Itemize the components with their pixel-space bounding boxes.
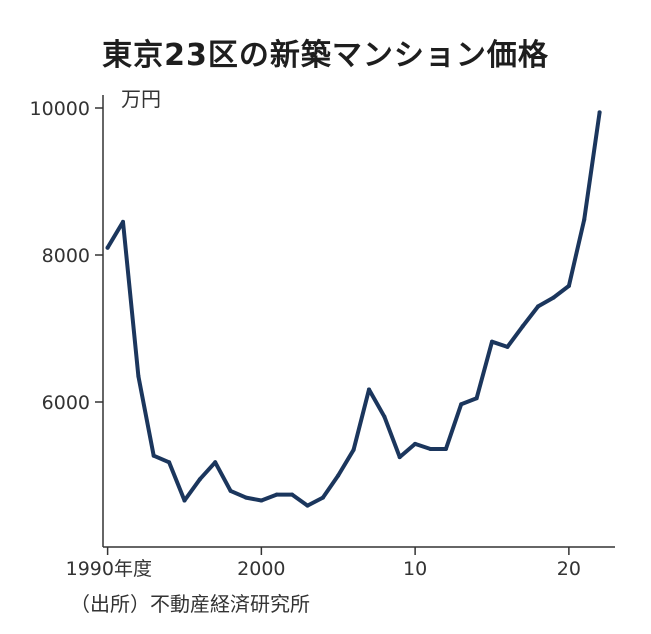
y-tick-label: 6000 [42,392,90,414]
data-point [305,503,310,508]
y-tick-label: 10000 [30,98,90,120]
data-point [121,219,125,224]
data-point [566,283,571,288]
series-line [105,110,602,508]
data-point [536,304,541,309]
data-point [490,339,494,344]
x-tick-label: 1990年度 [66,558,152,580]
data-point [582,217,587,222]
y-tick-label: 8000 [42,245,90,267]
data-point [259,498,264,503]
data-point [413,441,418,446]
data-point [105,245,110,250]
x-tick-label: 10 [403,558,427,580]
source-note: （出所）不動産経済研究所 [70,592,310,616]
data-point [197,477,202,482]
data-point [228,488,233,493]
data-point [320,495,325,500]
x-axis: 1990年度 2000 10 20 [66,546,615,580]
data-point [151,453,156,458]
y-axis-unit-label: 万円 [121,87,161,111]
data-point [290,492,295,497]
data-point [551,295,556,300]
data-point [274,492,279,497]
x-tick-label: 2000 [237,558,285,580]
x-tick-label: 20 [557,558,581,580]
data-point [397,455,402,460]
data-point [182,498,187,503]
data-point [443,447,448,451]
data-point [474,396,479,401]
data-point [459,402,464,407]
data-point [351,447,356,452]
data-point [336,473,341,478]
data-point [213,460,218,465]
data-point [428,447,433,451]
data-point [520,324,525,329]
data-point [505,344,510,349]
data-point [367,387,371,392]
y-axis: 6000 8000 10000 [30,95,104,547]
data-point [382,414,387,419]
data-point [244,495,248,500]
data-point [136,374,141,379]
data-point [167,460,172,465]
chart-title: 東京23区の新築マンション価格 [102,38,549,73]
series-layer [105,110,602,508]
data-point [597,110,602,115]
